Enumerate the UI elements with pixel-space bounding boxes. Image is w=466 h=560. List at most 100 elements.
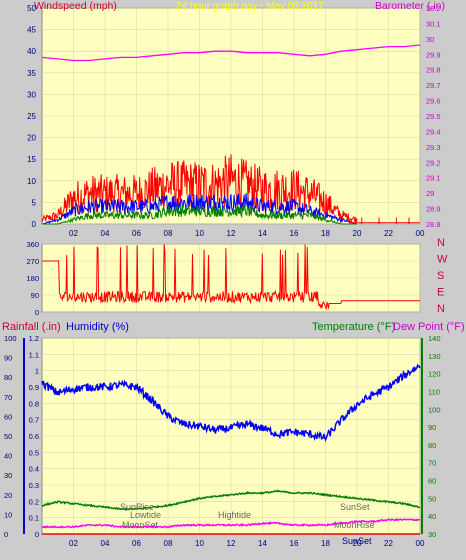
dewpoint-label: Dew Point (°F)	[393, 321, 465, 333]
direction-tick-label: 90	[31, 291, 39, 300]
rainfall-label: Rainfall (.in)	[2, 321, 61, 333]
x-tick-label: 06	[132, 229, 141, 238]
temperature-label: Temperature (°F)	[312, 321, 395, 333]
rain-tick-label: 0	[35, 530, 39, 539]
x-tick-label: 04	[101, 539, 110, 548]
rain-tick-label: 0.3	[29, 481, 39, 490]
rain-tick-label: 1.2	[29, 334, 39, 343]
sunset-annotation: SunSet	[340, 502, 370, 512]
right-tick-label: 29.2	[426, 158, 441, 167]
sunrise-annotation: SunRise	[120, 502, 154, 512]
x-tick-label: 02	[69, 229, 78, 238]
x-tick-label: 14	[258, 539, 267, 548]
right-tick-label: 29.5	[426, 112, 441, 121]
right-tick-label: 28.8	[426, 220, 441, 229]
right-tick-label: 29.6	[426, 97, 441, 106]
rain-tick-label: 0.5	[29, 448, 39, 457]
series-humidity	[41, 363, 421, 443]
right-tick-label: 29.7	[426, 81, 441, 90]
direction-tick-label: 360	[26, 240, 39, 249]
temperature-tick-label: 70	[428, 459, 436, 468]
x-tick-label: 00	[416, 229, 425, 238]
humidity-tick-label: 10	[4, 510, 12, 519]
x-tick-label: 04	[101, 229, 110, 238]
x-tick-label: 06	[132, 539, 141, 548]
x-tick-label: 10	[195, 229, 204, 238]
compass-label: N	[437, 237, 445, 249]
temperature-tick-label: 90	[428, 423, 436, 432]
series-dewpoint	[41, 517, 421, 529]
x-tick-label: 20	[353, 539, 362, 548]
humidity-tick-label: 70	[4, 393, 12, 402]
left-tick-label: 0	[32, 220, 37, 229]
rain-tick-label: 1	[35, 367, 39, 376]
temperature-tick-label: 80	[428, 441, 436, 450]
x-tick-label: 12	[227, 539, 236, 548]
humidity-tick-label: 50	[4, 432, 12, 441]
left-tick-label: 45	[27, 26, 36, 35]
left-tick-label: 40	[27, 47, 36, 56]
wind-ticks: 0 5 10 15 20 25 30 35 40 45 50 28.8 28.9 29 29.1 29.2 29…	[27, 4, 441, 238]
rain-tick-label: 0.2	[29, 497, 39, 506]
rain-tick-label: 1.1	[29, 350, 39, 359]
x-tick-label: 08	[164, 229, 173, 238]
rain-tick-label: 0.1	[29, 514, 39, 523]
humidity-tick-label: 20	[4, 491, 12, 500]
rain-tick-label: 0.6	[29, 432, 39, 441]
direction-tick-label: 270	[26, 257, 39, 266]
graph-title: 24 hour graph day - May 03 2017	[176, 1, 324, 12]
right-tick-label: 29.8	[426, 66, 441, 75]
x-tick-label: 16	[290, 539, 299, 548]
left-tick-label: 35	[27, 69, 36, 78]
series-wind-direction	[42, 244, 420, 311]
x-tick-label: 14	[258, 229, 267, 238]
humidity-tick-label: 90	[4, 354, 12, 363]
windspeed-label: Windspeed (mph)	[34, 0, 117, 12]
humidity-tick-label: 100	[4, 334, 17, 343]
x-tick-label: 12	[227, 229, 236, 238]
humidity-tick-label: 60	[4, 412, 12, 421]
rain-tick-label: 0.8	[29, 399, 39, 408]
compass-label: E	[437, 287, 444, 299]
barometer-label: Barometer (.in)	[375, 0, 445, 12]
right-tick-label: 29.3	[426, 143, 441, 152]
rain-tick-label: 0.9	[29, 383, 39, 392]
right-tick-label: 29.1	[426, 174, 441, 183]
compass-label: W	[437, 254, 448, 266]
right-tick-label: 29.4	[426, 127, 441, 136]
lowtide-annotation: Lowtide	[130, 510, 161, 520]
humidity-tick-label: 30	[4, 471, 12, 480]
right-tick-label: 30.2	[426, 4, 441, 13]
left-tick-label: 5	[32, 198, 37, 207]
x-tick-label: 02	[69, 539, 78, 548]
temperature-ticks: 0 0.1 0.2 0.3 0.4 0.5 0.6 0.7 0.8 0.9 1 1.1 1.2 0 10 20…	[4, 334, 441, 548]
temperature-tick-label: 140	[428, 334, 441, 343]
temperature-series	[41, 363, 421, 535]
x-tick-label: 22	[384, 229, 393, 238]
x-tick-label: 16	[290, 229, 299, 238]
moonset-annotation: MoonSet	[122, 520, 159, 530]
series-wind-average	[41, 193, 358, 225]
right-tick-label: 29.9	[426, 50, 441, 59]
temperature-tick-label: 120	[428, 370, 441, 379]
left-tick-label: 50	[27, 4, 36, 13]
right-tick-label: 30	[426, 35, 434, 44]
temperature-tick-label: 50	[428, 494, 436, 503]
left-tick-label: 20	[27, 134, 36, 143]
direction-tick-label: 180	[26, 274, 39, 283]
hightide-annotation: Hightide	[218, 510, 251, 520]
series-temperature	[41, 489, 421, 511]
rain-tick-label: 0.7	[29, 416, 39, 425]
x-tick-label: 20	[353, 229, 362, 238]
temperature-tick-label: 60	[428, 477, 436, 486]
series-barometer	[41, 44, 421, 62]
right-tick-label: 30.1	[426, 19, 441, 28]
x-tick-label: 08	[164, 539, 173, 548]
left-tick-label: 15	[27, 155, 36, 164]
temperature-tick-label: 40	[428, 512, 436, 521]
compass-label: S	[437, 270, 444, 282]
series-wind-speed	[42, 204, 357, 225]
temperature-tick-label: 130	[428, 352, 441, 361]
